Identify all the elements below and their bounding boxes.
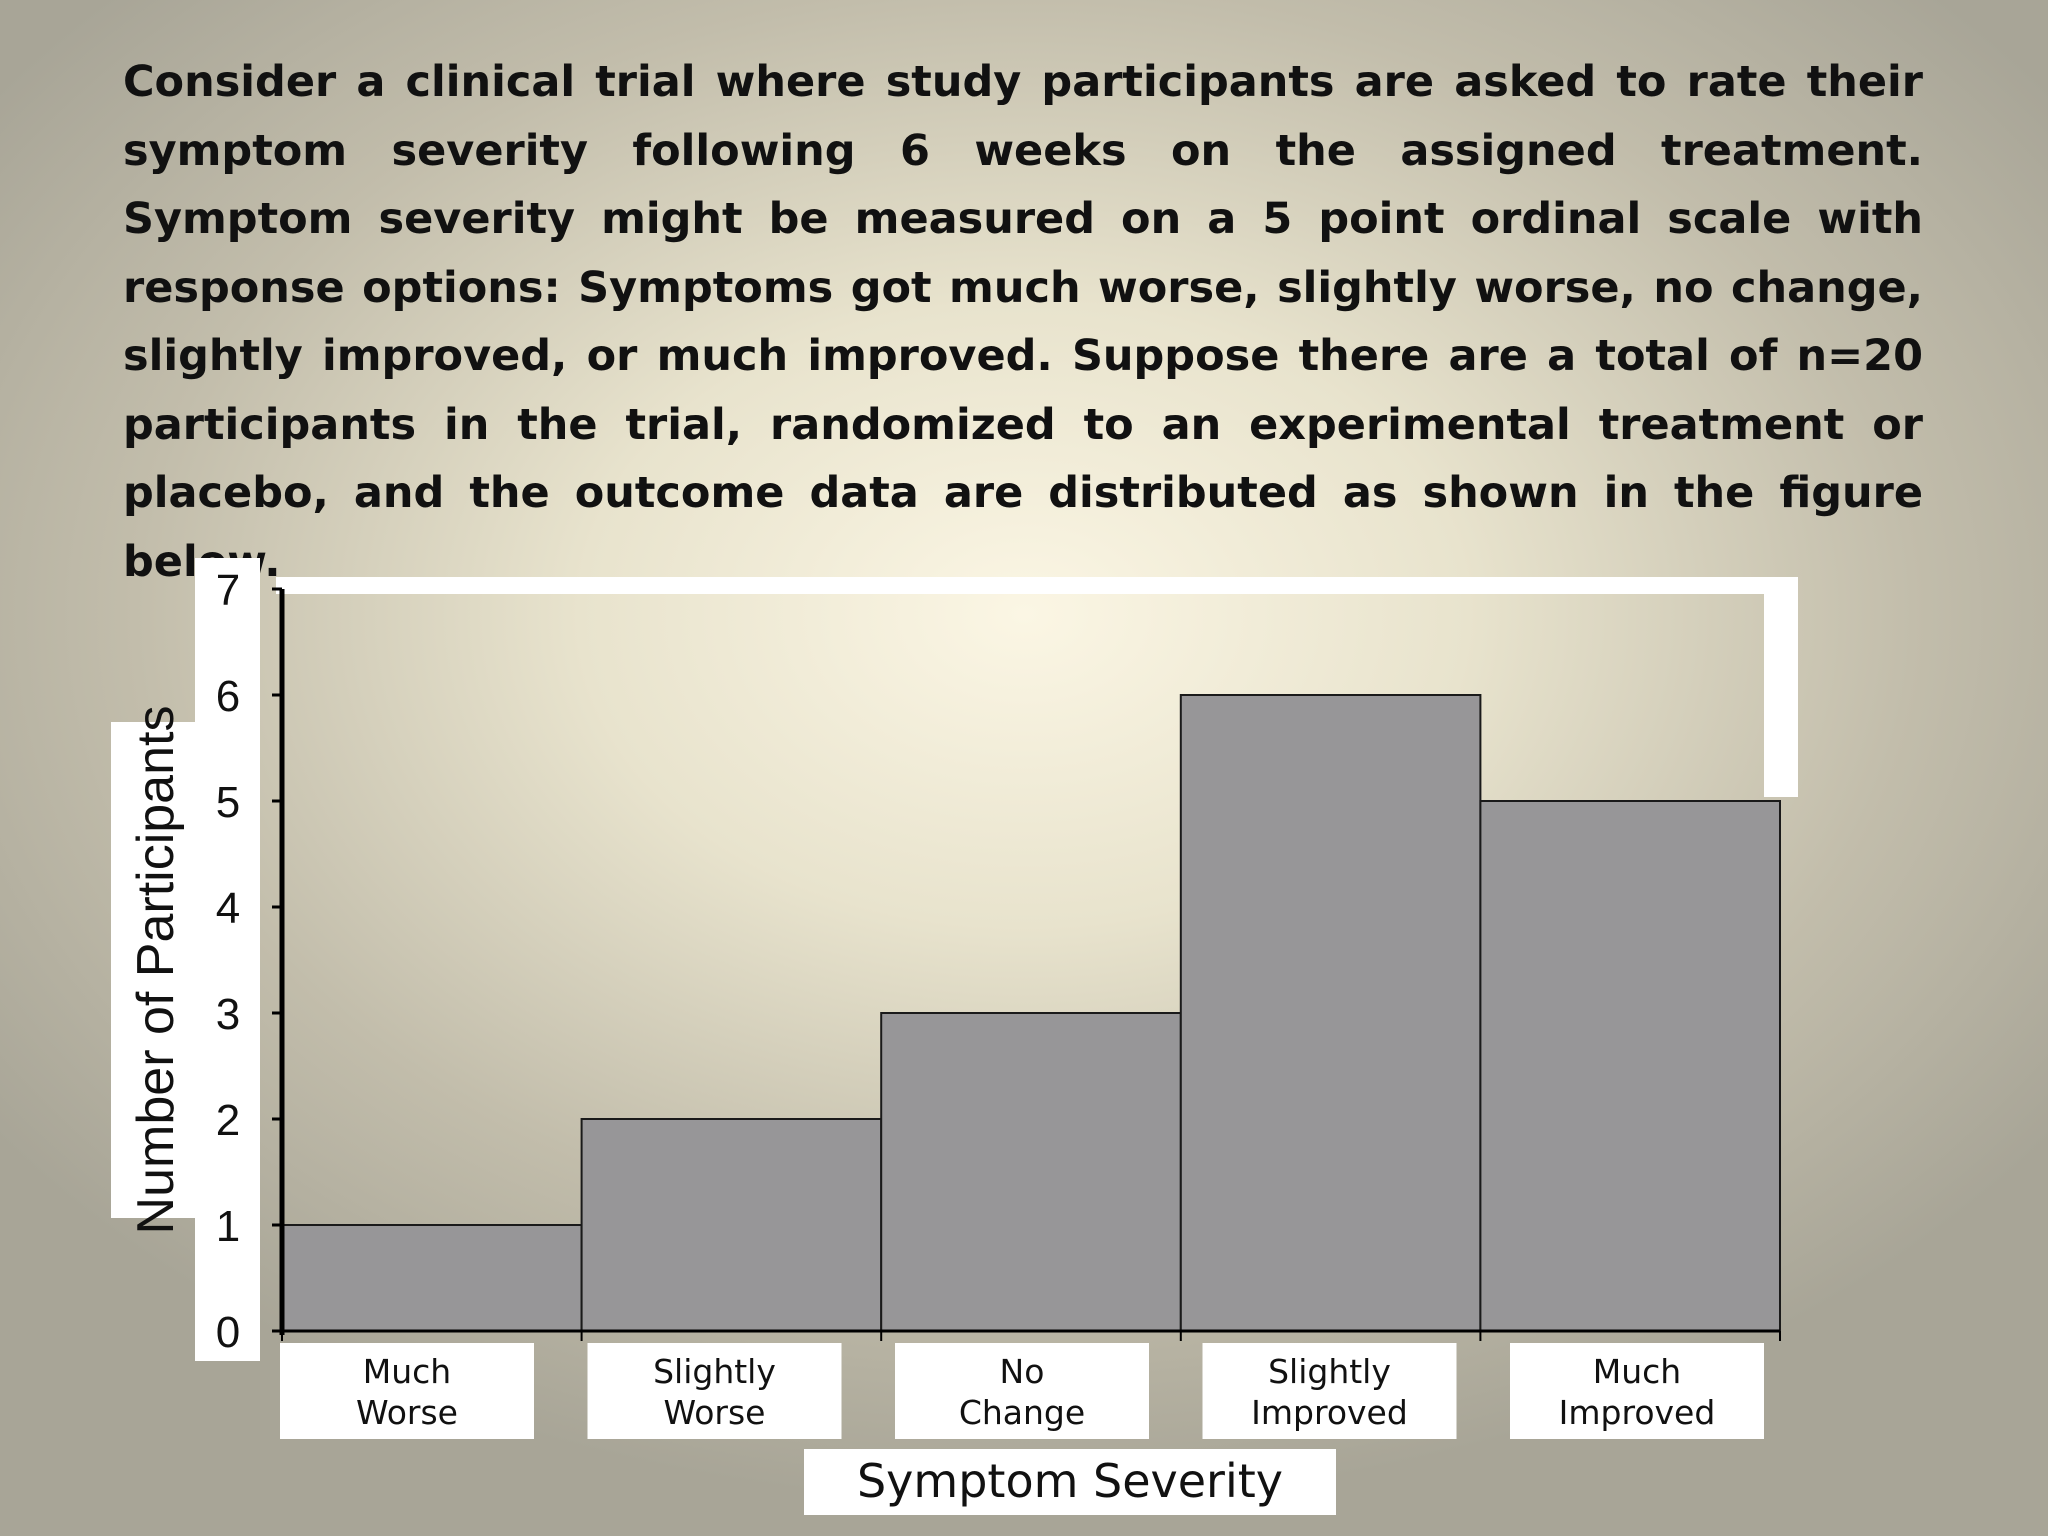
plot-frame-right xyxy=(1764,577,1798,797)
category-label-0: Much Worse xyxy=(356,1352,458,1432)
category-label-2: No Change xyxy=(959,1352,1085,1432)
category-label-3: Slightly Improved xyxy=(1251,1352,1408,1432)
bar-2 xyxy=(880,1012,1182,1332)
y-tick-label-4: 4 xyxy=(216,884,240,933)
category-label-line: No xyxy=(1000,1352,1045,1391)
y-tick-label-1: 1 xyxy=(216,1202,240,1251)
plot-frame-top xyxy=(276,577,1798,594)
y-axis-title: Number of Participants xyxy=(127,706,185,1235)
category-label-box-3 xyxy=(1202,1343,1457,1439)
category-label-line: Improved xyxy=(1559,1393,1716,1432)
category-label-box-2 xyxy=(895,1343,1149,1439)
x-axis-title-box xyxy=(804,1449,1336,1515)
category-label-box-4 xyxy=(1510,1343,1764,1439)
category-label-line: Worse xyxy=(356,1393,458,1432)
y-tick-label-box xyxy=(195,558,260,1361)
y-axis-title-box xyxy=(111,722,195,1218)
x-axis-title: Symptom Severity xyxy=(857,1454,1283,1508)
category-label-line: Worse xyxy=(664,1393,766,1432)
bar-1 xyxy=(580,1118,883,1332)
category-label-box-1 xyxy=(587,1343,842,1439)
category-label-box-0 xyxy=(280,1343,534,1439)
category-label-1: Slightly Worse xyxy=(653,1352,776,1432)
category-label-line: Slightly xyxy=(653,1352,776,1391)
bar-0 xyxy=(281,1224,583,1332)
category-label-4: Much Improved xyxy=(1559,1352,1716,1432)
bar-4 xyxy=(1479,800,1782,1332)
category-label-line: Much xyxy=(363,1352,451,1391)
y-tick-label-3: 3 xyxy=(216,990,240,1039)
category-label-line: Change xyxy=(959,1393,1085,1432)
y-tick-label-7: 7 xyxy=(216,566,240,615)
y-tick-label-2: 2 xyxy=(216,1096,240,1145)
y-tick-label-6: 6 xyxy=(216,672,240,721)
y-tick-label-5: 5 xyxy=(216,778,240,827)
bar-3 xyxy=(1179,694,1482,1332)
y-tick-label-0: 0 xyxy=(216,1308,240,1357)
category-label-line: Much xyxy=(1593,1352,1681,1391)
category-label-line: Slightly xyxy=(1268,1352,1391,1391)
category-label-line: Improved xyxy=(1251,1393,1408,1432)
